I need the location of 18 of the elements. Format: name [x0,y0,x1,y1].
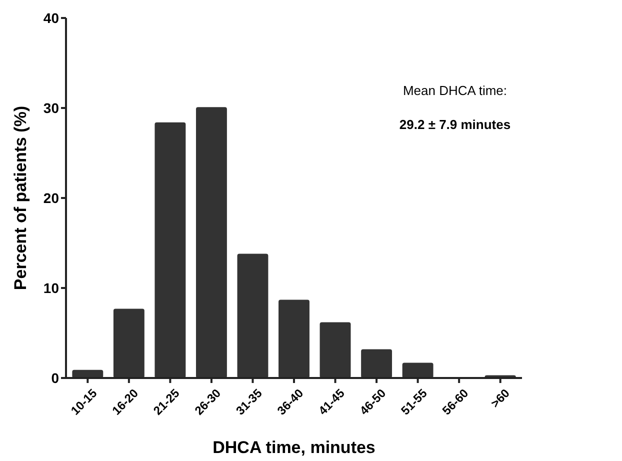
bar [154,122,186,378]
y-tick-label: 20 [43,190,60,206]
bar [113,308,144,378]
y-axis-title: Percent of patients (%) [11,106,30,290]
bar [196,107,227,378]
bar [361,349,392,378]
y-tick-label: 30 [43,100,60,116]
bar [237,254,268,378]
y-tick-label: 40 [43,10,60,26]
y-tick-label: 0 [51,370,60,386]
y-tick-label: 10 [43,280,60,296]
bar [320,322,351,378]
bar [278,300,310,378]
annotation: Mean DHCA time: [402,83,508,98]
annotation: 29.2 ± 7.9 minutes [399,117,511,132]
x-tick-label: >60 [488,386,513,410]
x-axis-title: DHCA time, minutes [212,438,376,457]
bar [402,362,434,378]
